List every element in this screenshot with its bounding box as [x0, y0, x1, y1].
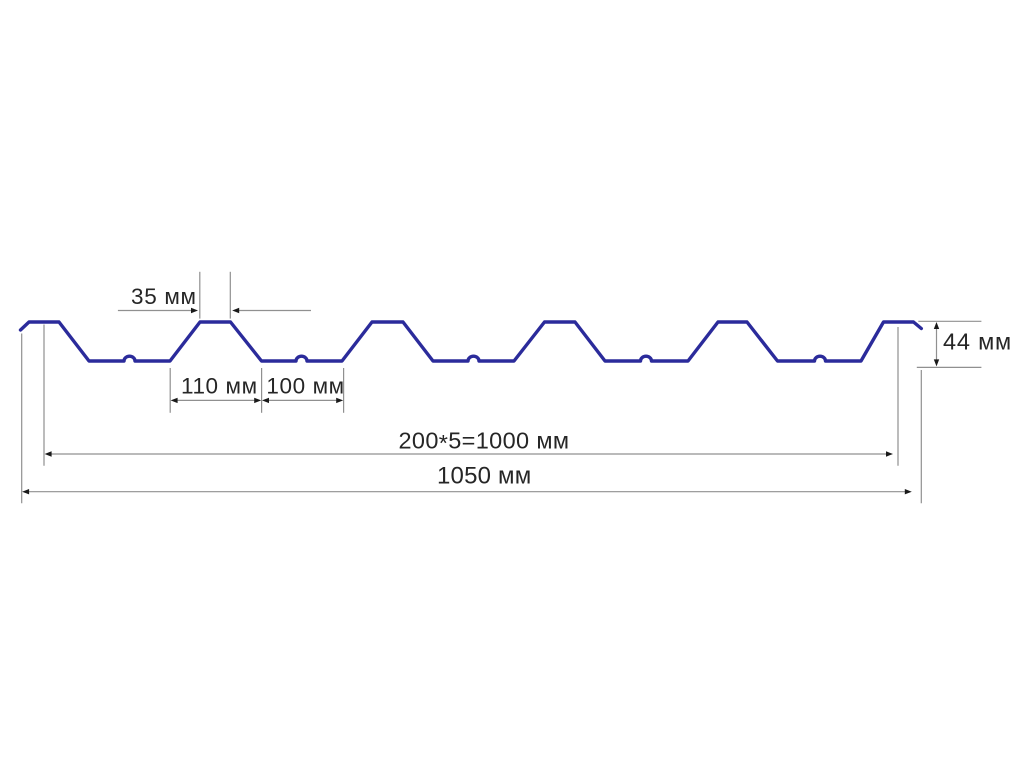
svg-text:44 мм: 44 мм	[943, 329, 1012, 355]
svg-text:200*5=1000 мм: 200*5=1000 мм	[399, 428, 570, 457]
svg-text:110 мм: 110 мм	[181, 373, 258, 398]
svg-text:1050 мм: 1050 мм	[437, 463, 531, 490]
svg-text:35 мм: 35 мм	[131, 284, 197, 309]
svg-text:100 мм: 100 мм	[266, 373, 344, 398]
